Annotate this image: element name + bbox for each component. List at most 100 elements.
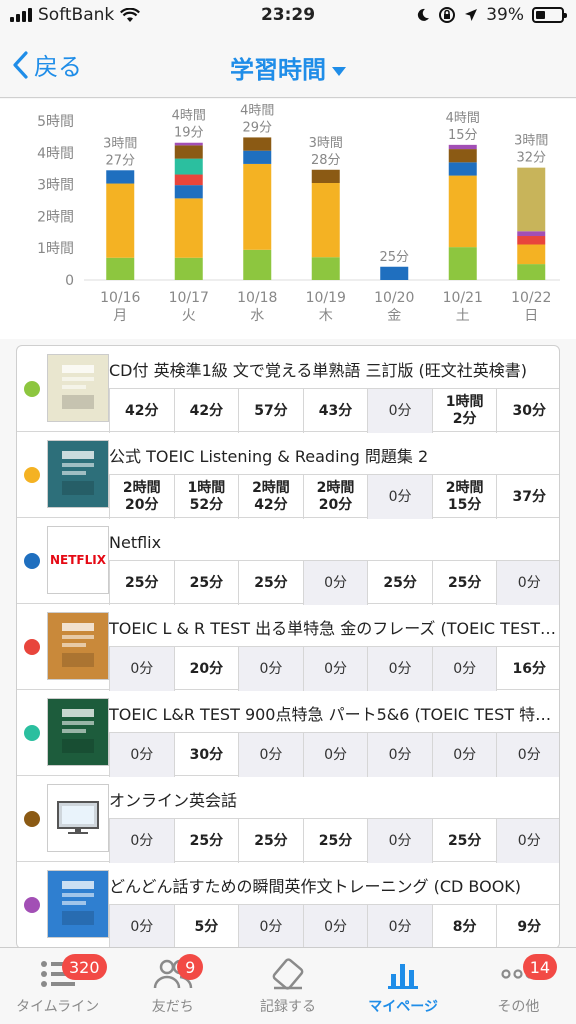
material-row[interactable]: CD付 英検準1級 文で覚える単熟語 三訂版 (旺文社英検書) 42分 42分 57分… — [17, 346, 559, 433]
page-title: 学習時間 — [230, 56, 326, 84]
color-dot — [24, 553, 40, 569]
material-row[interactable]: オンライン英会話 0分 25分 25分 25分 0分 25分 0分 — [17, 776, 559, 863]
time-cell: 2時間 42分 — [238, 475, 303, 519]
book-cover-icon — [62, 881, 94, 925]
tab-label: マイページ — [368, 999, 439, 1015]
daily-time-cells: 25分 25分 25分 0分 25分 25分 0分 — [109, 560, 559, 605]
time-cell: 25分 — [302, 819, 368, 863]
time-cell: 25分 — [173, 561, 239, 605]
tab-record[interactable]: 記録する — [230, 948, 345, 1024]
y-tick-label: 2時間 — [37, 209, 74, 225]
tab-mypage-chart[interactable]: マイページ — [346, 948, 461, 1024]
stacked-bar-chart: 0 1時間 2時間 3時間 4時間 5時間 3時間 27分 10/16 月 4時間 19分 10/17 火… — [37, 103, 560, 324]
time-cell: 16分 — [496, 647, 559, 691]
time-cell: 0分 — [302, 905, 368, 947]
color-dot — [24, 467, 40, 483]
time-cell: 9分 — [496, 905, 559, 947]
time-cell: 0分 — [496, 819, 559, 863]
book-cover-icon — [62, 365, 94, 409]
time-cell: 20分 — [173, 647, 239, 691]
total-label: 32分 — [516, 151, 546, 166]
time-cell: 0分 — [367, 647, 432, 691]
material-thumbnail — [47, 354, 109, 422]
material-row[interactable]: どんどん話すための瞬間英作文トレーニング (CD BOOK) 0分 5分 0分 0分 0分… — [17, 862, 559, 947]
time-cell: 57分 — [238, 389, 303, 433]
x-weekday-label: 土 — [456, 308, 470, 324]
bar-segment — [174, 257, 203, 280]
material-row[interactable]: TOEIC L & R TEST 出る単特急 金のフレーズ (TOEIC TES… — [17, 604, 560, 691]
time-cell: 0分 — [367, 389, 432, 433]
material-row[interactable]: TOEIC L&R TEST 900点特急 パート5&6 (TOEIC TEST… — [17, 690, 559, 777]
back-button[interactable]: 戻る — [12, 47, 82, 82]
color-dot — [24, 811, 40, 827]
bar-segment — [380, 266, 409, 280]
x-date-label: 10/22 — [511, 290, 551, 306]
bar-segment — [106, 257, 135, 280]
total-label: 3時間 — [309, 136, 343, 151]
time-cell: 0分 — [109, 905, 174, 947]
tab-timeline[interactable]: タイムライン 320 — [0, 948, 115, 1024]
location-icon — [465, 9, 478, 21]
x-date-label: 10/20 — [374, 290, 414, 306]
material-title: Netflix — [109, 533, 162, 552]
time-cell: 0分 — [367, 819, 432, 863]
battery-fill — [536, 11, 545, 19]
bar-segment — [174, 158, 203, 175]
bar-segment — [106, 170, 135, 184]
time-cell: 0分 — [496, 561, 559, 605]
time-cell: 0分 — [238, 733, 303, 777]
tab-label: タイムライン — [16, 999, 100, 1015]
x-weekday-label: 日 — [524, 308, 538, 324]
bar-segment — [174, 185, 203, 199]
material-thumbnail — [47, 870, 109, 938]
time-cell: 0分 — [367, 905, 432, 947]
notification-badge: 9 — [177, 954, 204, 980]
daily-time-cells: 0分 20分 0分 0分 0分 0分 16分 — [109, 646, 559, 691]
material-list-area[interactable]: CD付 英検準1級 文で覚える単熟語 三訂版 (旺文社英検書) 42分 42分 57分… — [0, 339, 576, 947]
page-title-dropdown[interactable]: 学習時間 — [0, 50, 576, 85]
tab-more[interactable]: その他 14 — [461, 948, 576, 1024]
total-label: 25分 — [379, 250, 409, 265]
x-weekday-label: 木 — [319, 308, 333, 324]
bar-segment — [448, 247, 477, 280]
material-row[interactable]: NETFLIX Netflix 25分 25分 25分 0分 25分 25分 0分 — [17, 518, 559, 605]
time-cell: 25分 — [431, 561, 497, 605]
total-label: 3時間 — [103, 136, 137, 151]
daily-time-cells: 0分 25分 25分 25分 0分 25分 0分 — [109, 818, 559, 863]
daily-time-cells: 2時間 20分 1時間 52分 2時間 42分 2時間 20分 0分 2時間 15分 37分 — [109, 474, 559, 519]
bar-segment — [448, 162, 477, 176]
tab-label: 記録する — [259, 999, 316, 1015]
battery-percent: 39% — [486, 5, 524, 25]
bar-segment — [174, 142, 203, 146]
time-cell: 0分 — [109, 733, 174, 777]
time-cell: 30分 — [173, 733, 239, 777]
bar-segment — [106, 183, 135, 258]
battery-icon — [532, 7, 567, 23]
daily-time-cells: 0分 30分 0分 0分 0分 0分 0分 — [109, 732, 559, 777]
tab-bar: タイムライン 320 友だち 9 記録する マイページ その他 14 — [0, 947, 576, 1024]
time-cell: 0分 — [367, 733, 432, 777]
material-row[interactable]: 公式 TOEIC Listening & Reading 問題集 2 2時間 20分… — [17, 432, 559, 519]
time-cell: 37分 — [496, 475, 559, 519]
wifi-icon — [120, 7, 141, 22]
mypage-chart-icon — [388, 964, 419, 989]
time-cell: 2時間 20分 — [109, 475, 174, 519]
material-title: TOEIC L & R TEST 出る単特急 金のフレーズ (TOEIC TES… — [109, 619, 560, 638]
study-time-chart: 0 1時間 2時間 3時間 4時間 5時間 3時間 27分 10/16 月 4時間 19分 10/17 火… — [0, 99, 576, 339]
book-cover-icon — [62, 623, 94, 667]
time-cell: 25分 — [238, 819, 303, 863]
time-cell: 5分 — [173, 905, 239, 947]
x-weekday-label: 金 — [387, 308, 401, 324]
time-cell: 30分 — [496, 389, 559, 433]
bar-segment — [517, 236, 546, 245]
y-tick-label: 5時間 — [37, 114, 74, 130]
tab-label: 友だち — [151, 999, 194, 1015]
tab-friends[interactable]: 友だち 9 — [115, 948, 230, 1024]
book-cover-icon — [62, 709, 94, 753]
signal-icon — [10, 8, 32, 22]
bar-segment — [448, 149, 477, 163]
time-cell: 25分 — [431, 819, 497, 863]
color-dot — [24, 725, 40, 741]
bar-segment — [243, 249, 272, 280]
navigation-bar: 戻る 学習時間 — [0, 34, 576, 98]
